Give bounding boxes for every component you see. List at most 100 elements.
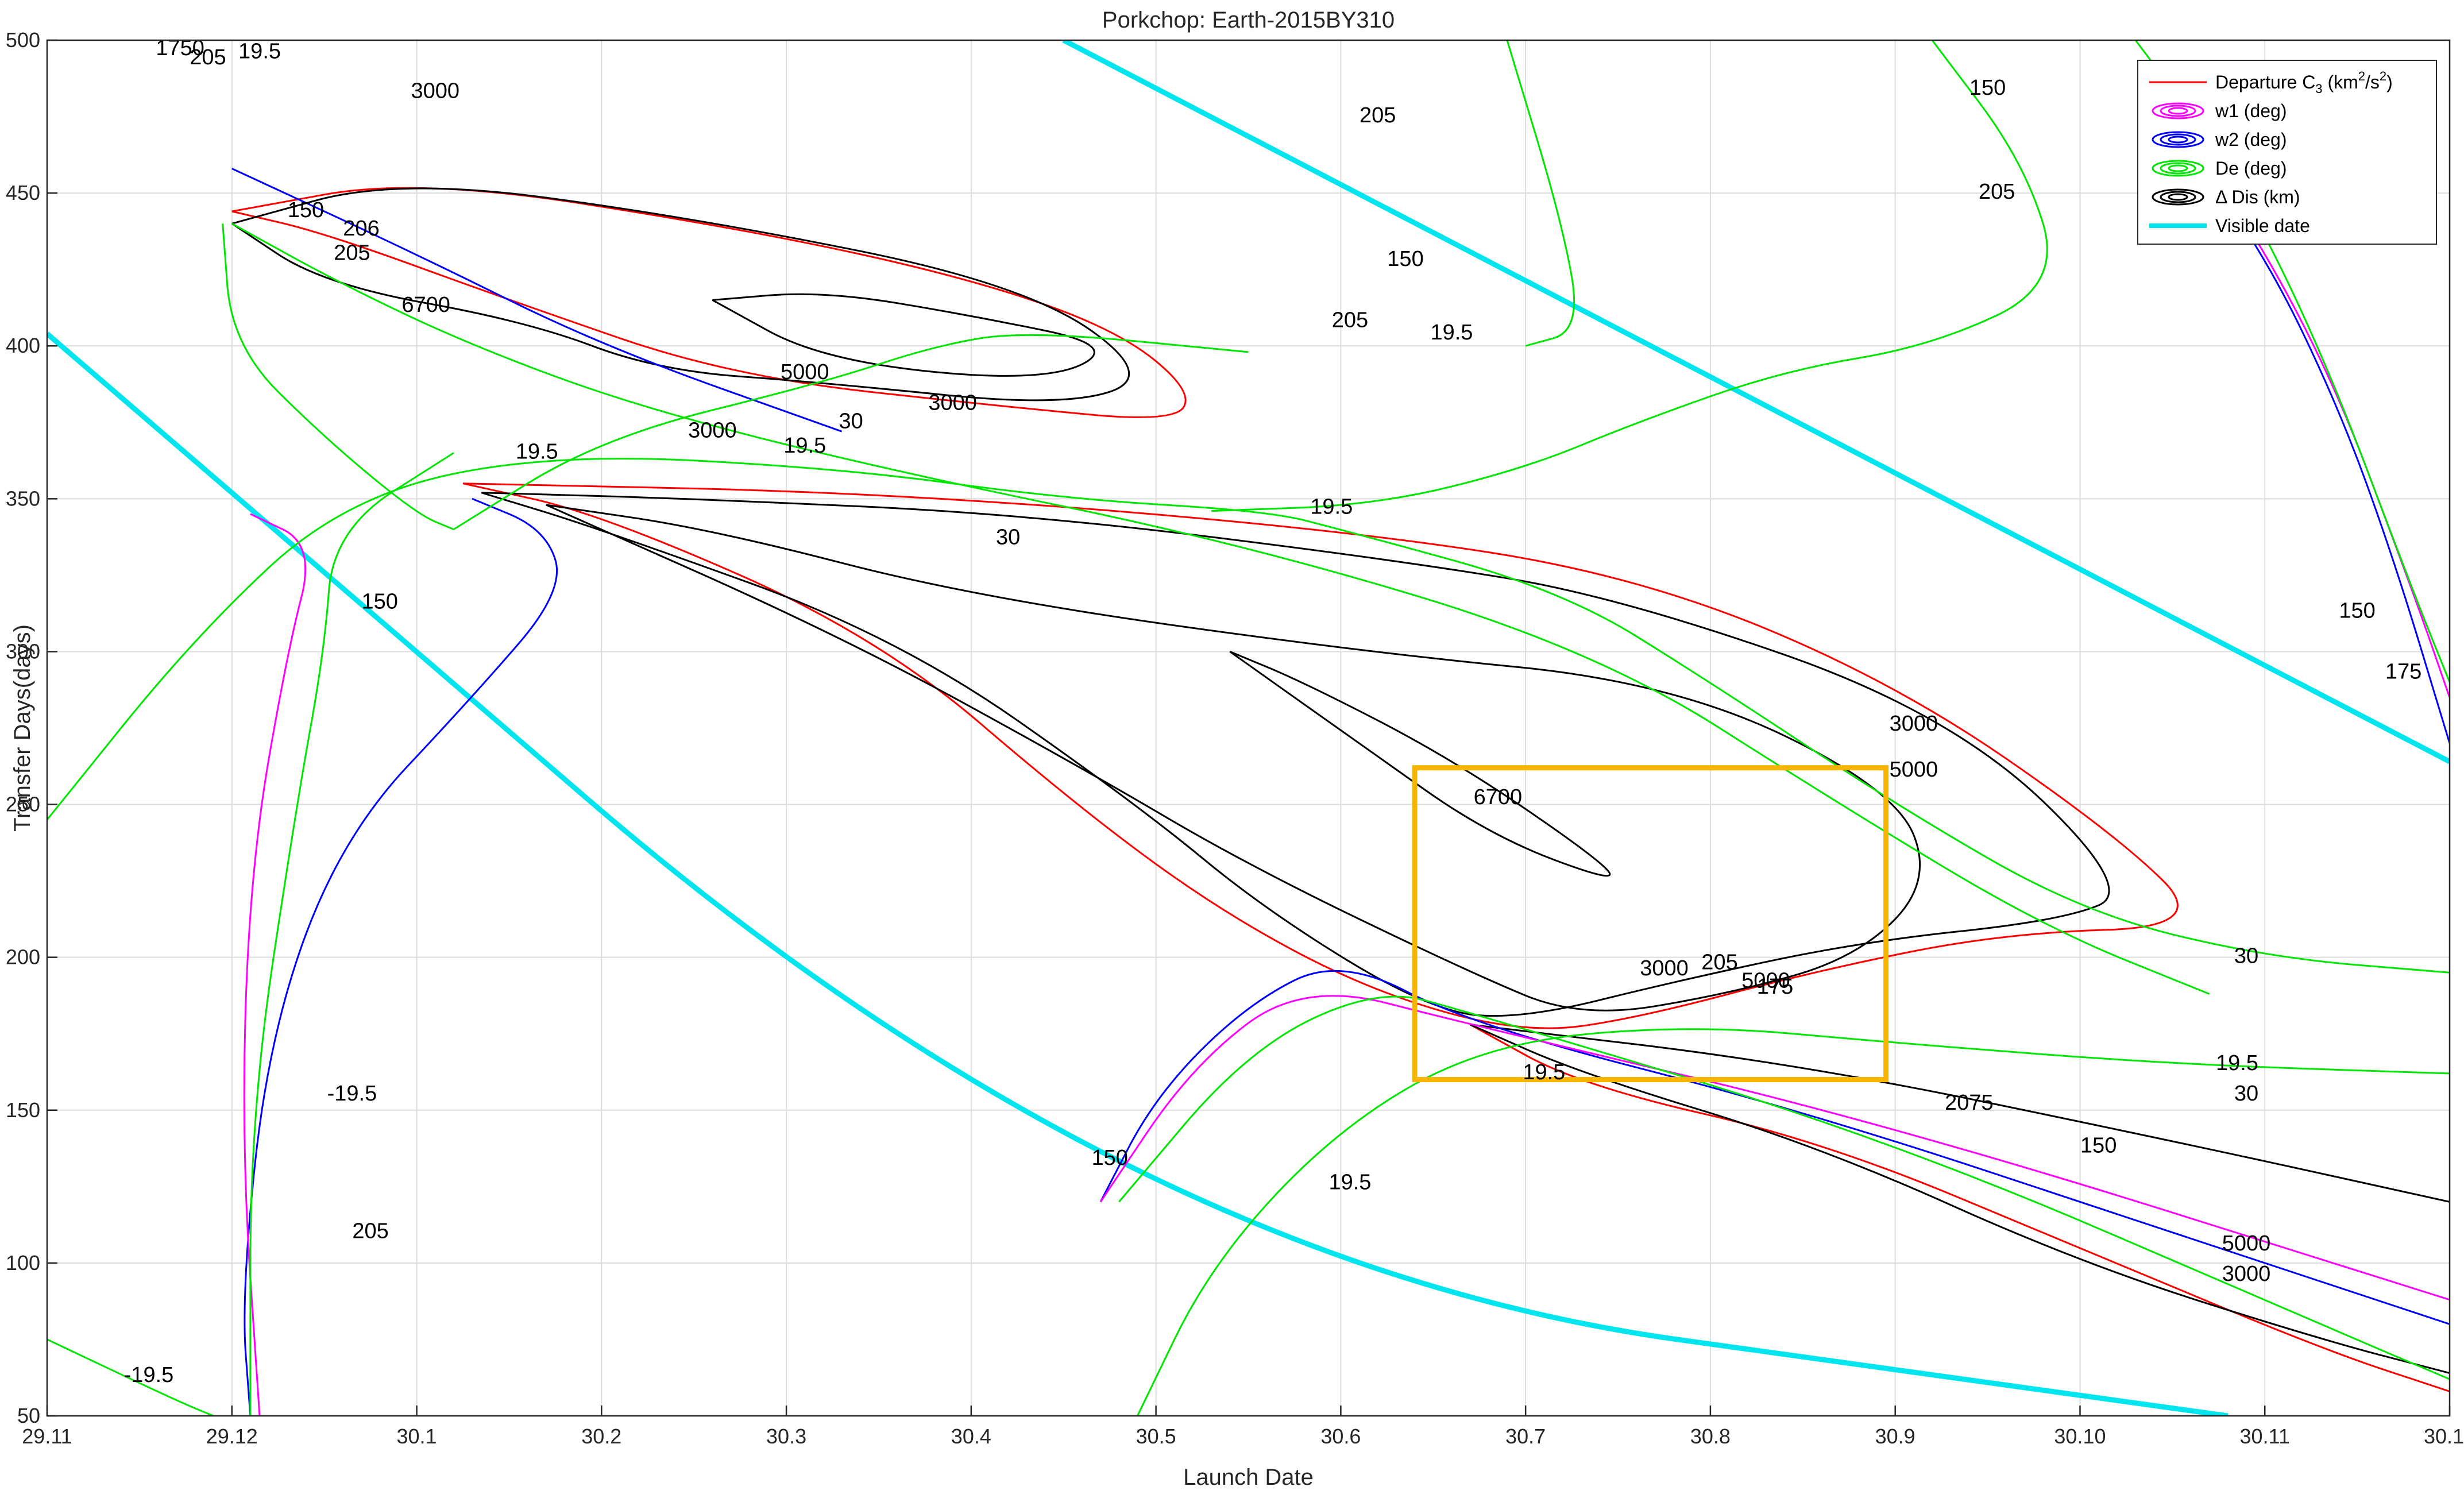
legend-contour-icon — [2152, 102, 2204, 119]
series-line-6 — [546, 504, 1921, 1011]
contour-label: 30 — [839, 409, 863, 433]
y-tick-label: 150 — [6, 1098, 40, 1122]
legend-contour-icon — [2152, 131, 2204, 148]
legend-contour-icon — [2168, 164, 2188, 172]
series-line-17 — [1099, 995, 2450, 1301]
y-axis-title: Transfer Days(days) — [10, 624, 35, 832]
series-line-12 — [231, 168, 843, 433]
x-tick-label: 29.11 — [22, 1424, 72, 1448]
contour-label: 5000 — [1890, 758, 1938, 782]
contour-label: 205 — [1360, 103, 1396, 128]
y-tick-label: 100 — [6, 1251, 40, 1275]
contour-label: -19.5 — [124, 1363, 174, 1387]
legend-label: Δ Dis (km) — [2215, 187, 2300, 207]
x-tick-label: 30.3 — [766, 1424, 806, 1448]
legend-label: Departure C3 (km2/s2) — [2215, 69, 2393, 96]
legend-contour-icon — [2160, 162, 2196, 175]
contour-label: 205 — [190, 45, 226, 70]
legend-contour-icon — [2160, 191, 2196, 203]
contour-label: 5000 — [1741, 968, 1790, 993]
series-line-27 — [1506, 40, 1575, 347]
legend-contour-icon — [2168, 107, 2188, 115]
contour-label: 150 — [361, 589, 397, 613]
legend-contour-icon — [2168, 193, 2188, 201]
series-line-16 — [243, 513, 307, 1416]
contour-label: 6700 — [1474, 785, 1523, 809]
contour-label: 206 — [343, 217, 379, 241]
y-tick-label: 450 — [6, 181, 40, 204]
x-tick-label: 30.8 — [1690, 1424, 1731, 1448]
contour-label: 6700 — [401, 293, 450, 317]
contour-label: 2075 — [1945, 1091, 1994, 1115]
contour-label: 150 — [1091, 1146, 1127, 1170]
x-tick-label: 30.6 — [1320, 1424, 1361, 1448]
contour-label: 150 — [1387, 247, 1423, 271]
series-line-10 — [1469, 1024, 2450, 1374]
tick-labels: 29.11 29.12 30.1 30.2 30.3 30.4 30.5 30.6 30.7 30… — [6, 28, 2464, 1448]
x-tick-label: 30.2 — [581, 1424, 621, 1448]
contour-label: 19.5 — [1523, 1060, 1565, 1084]
contour-label: 3000 — [688, 418, 737, 442]
x-tick-label: 29.12 — [206, 1424, 258, 1448]
contour-label: 150 — [1969, 76, 2006, 100]
series-line-26 — [47, 1338, 214, 1416]
axes-box — [46, 39, 2451, 1417]
y-tick-label: 50 — [17, 1404, 40, 1427]
series-line-25 — [1118, 995, 2450, 1380]
series-line-23 — [249, 452, 454, 1416]
legend-box — [2137, 60, 2437, 245]
x-tick-label: 30.11 — [2240, 1424, 2290, 1448]
chart-title: Porkchop: Earth-2015BY310 — [1102, 7, 1395, 33]
legend-label: Visible date — [2215, 215, 2310, 236]
contour-label: 205 — [352, 1219, 388, 1244]
legend-contour-icon — [2152, 188, 2204, 206]
contour-label: 3000 — [1890, 712, 1938, 736]
x-axis-title: Launch Date — [1183, 1465, 1314, 1490]
x-tick-label: 30.9 — [1875, 1424, 1915, 1448]
series-line-7 — [1229, 651, 1611, 877]
contour-label: 19.5 — [1310, 495, 1353, 519]
legend-contour-icon — [2160, 105, 2196, 117]
series-line-14 — [1099, 970, 2450, 1325]
contour-label: 30 — [2234, 944, 2258, 968]
series-line-21 — [222, 223, 454, 530]
y-tick-label: 400 — [6, 334, 40, 357]
contour-label: 150 — [288, 198, 324, 222]
y-tick-label: 250 — [6, 793, 40, 816]
x-tick-label: 30.12 — [2424, 1424, 2464, 1448]
contour-label: 19.5 — [516, 440, 558, 464]
series-line-3 — [231, 187, 1187, 418]
series-line-9 — [712, 293, 1095, 377]
contour-label: 5000 — [2222, 1231, 2271, 1256]
x-tick-label: 30.5 — [1136, 1424, 1176, 1448]
contour-label: 19.5 — [1328, 1171, 1371, 1195]
series-line-28 — [1211, 40, 2048, 512]
legend-contour-icon — [2152, 160, 2204, 177]
contour-label: 175 — [1757, 975, 1793, 999]
legend-label: De (deg) — [2215, 158, 2287, 179]
contour-label: -19.5 — [327, 1082, 377, 1106]
series-line-0 — [47, 331, 2229, 1416]
contour-label: 3000 — [2222, 1262, 2271, 1286]
series-line-8 — [231, 187, 1130, 401]
contour-label: 150 — [2339, 599, 2375, 623]
x-tick-label: 30.10 — [2054, 1424, 2106, 1448]
series-layer — [47, 40, 2450, 1416]
contour-label: 19.5 — [1430, 321, 1473, 345]
series-line-13 — [244, 497, 558, 1416]
highlight-box-layer — [1412, 765, 1889, 1083]
contour-label: 205 — [1979, 180, 2015, 204]
legend-contour-icon — [2168, 136, 2188, 144]
contour-label: 19.5 — [238, 39, 281, 63]
y-tick-label: 500 — [6, 28, 40, 52]
legend-label: w1 (deg) — [2215, 101, 2287, 121]
series-line-2 — [462, 482, 2179, 1029]
y-tick-label: 300 — [6, 639, 40, 663]
contour-label: 5000 — [781, 360, 829, 384]
series-line-24 — [1137, 1028, 2450, 1416]
contour-label: 205 — [334, 241, 370, 265]
contour-label: 205 — [1701, 950, 1737, 974]
contour-label: 19.5 — [783, 434, 826, 458]
series-line-1 — [1062, 40, 2450, 764]
legend-contour-icon — [2160, 133, 2196, 146]
